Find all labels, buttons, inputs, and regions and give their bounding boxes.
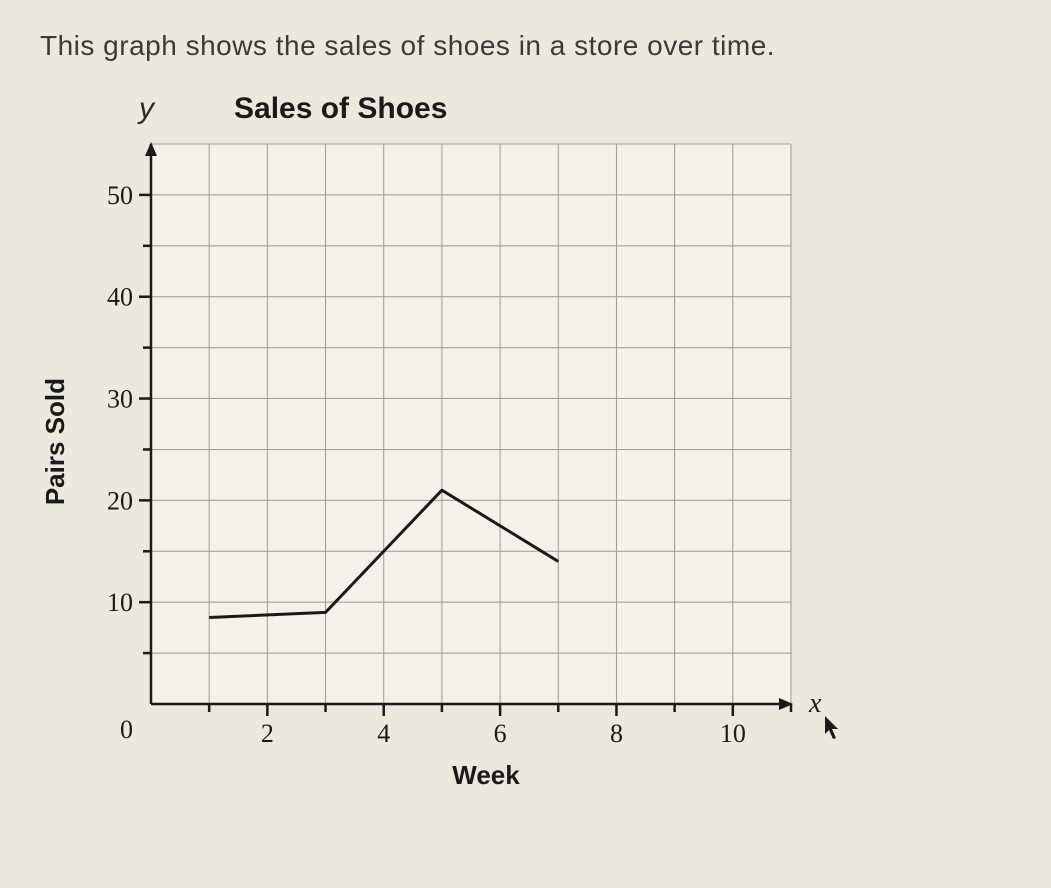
svg-text:10: 10	[720, 719, 746, 748]
svg-text:20: 20	[107, 486, 133, 515]
svg-text:0: 0	[120, 715, 133, 744]
x-axis-label: Week	[452, 760, 519, 791]
svg-text:4: 4	[377, 719, 390, 748]
svg-text:30: 30	[107, 385, 133, 414]
svg-text:40: 40	[107, 283, 133, 312]
y-axis-letter: y	[139, 92, 154, 126]
chart-container: Pairs Sold y Sales of Shoes 102030405024…	[40, 92, 1011, 791]
svg-text:2: 2	[261, 719, 274, 748]
svg-text:50: 50	[107, 181, 133, 210]
sales-chart: 10 20 30 40 50 2 4 6 8 10 0 x	[81, 134, 851, 754]
chart-title: Sales of Shoes	[234, 92, 447, 126]
y-axis-label: Pairs Sold	[40, 378, 71, 505]
svg-text:10: 10	[107, 588, 133, 617]
svg-text:6: 6	[494, 719, 507, 748]
svg-text:8: 8	[610, 719, 623, 748]
svg-text:x: x	[808, 688, 822, 719]
caption-text: This graph shows the sales of shoes in a…	[40, 30, 1011, 62]
